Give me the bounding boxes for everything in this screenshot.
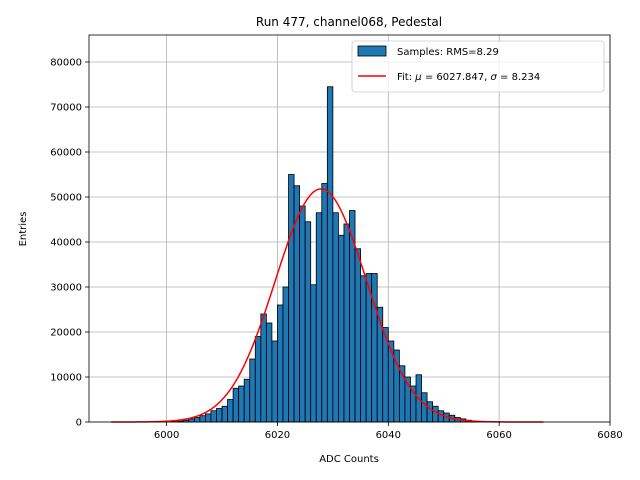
histogram-bars	[171, 86, 478, 423]
histogram-bar	[232, 387, 240, 423]
histogram-bar	[271, 340, 278, 423]
histogram-bar	[332, 212, 339, 423]
histogram-bar	[282, 286, 289, 423]
histogram-bar	[204, 413, 212, 423]
y-tick-label: 20000	[50, 328, 82, 339]
histogram-bar	[216, 408, 223, 423]
histogram-bar	[265, 322, 273, 423]
histogram-bar	[393, 349, 400, 423]
legend-fit-label: Fit: μ = 6027.847, σ = 8.234	[397, 72, 540, 83]
histogram-bar	[437, 410, 445, 423]
histogram-bar	[193, 417, 201, 423]
histogram-bar	[227, 399, 234, 423]
x-tick-label: 6080	[597, 430, 622, 441]
y-tick-label: 60000	[50, 148, 82, 159]
histogram-bar	[343, 223, 350, 423]
histogram-bar	[188, 418, 195, 423]
histogram-bar	[371, 273, 378, 423]
legend-sigma-symbol: σ	[490, 72, 497, 83]
y-tick-label: 40000	[50, 238, 82, 249]
histogram-bar	[199, 415, 206, 423]
legend-mu-value: 6027.847	[436, 72, 484, 83]
histogram-bar	[326, 86, 334, 423]
y-axis-label: Entries	[18, 212, 29, 247]
histogram-bar	[421, 392, 428, 423]
legend: Samples: RMS=8.29 Fit: μ = 6027.847, σ =…	[351, 40, 605, 93]
histogram-bar	[260, 313, 267, 423]
x-tick-label: 6000	[154, 430, 179, 441]
legend-histogram-swatch	[357, 45, 387, 57]
histogram-bar	[432, 405, 439, 423]
x-tick-label: 6040	[376, 430, 401, 441]
histogram-bar	[288, 174, 295, 423]
legend-mu-symbol: μ	[414, 72, 421, 83]
histogram-bar	[277, 304, 284, 423]
legend-histogram-label: Samples: RMS=8.29	[397, 47, 499, 58]
histogram-bar	[249, 358, 256, 423]
legend-box	[351, 40, 605, 93]
y-tick-label: 30000	[50, 283, 82, 294]
histogram-bar	[315, 212, 323, 423]
y-tick-label: 80000	[50, 58, 82, 69]
x-tick-label: 6060	[486, 430, 511, 441]
y-tick-label: 50000	[50, 193, 82, 204]
histogram-bar	[426, 401, 434, 423]
histogram-bar	[293, 185, 301, 423]
histogram-bar	[354, 248, 361, 423]
histogram-bar	[254, 336, 262, 423]
x-axis-ticks: 6000 6020 6040 6060 6080	[154, 422, 623, 441]
histogram-bar	[210, 410, 217, 423]
histogram-bar	[238, 385, 245, 423]
histogram-bar	[299, 205, 306, 423]
x-axis-label: ADC Counts	[319, 454, 379, 465]
fit-curve	[111, 188, 544, 423]
histogram-bar	[360, 275, 367, 423]
y-axis-ticks: 0 10000 20000 30000 40000 50000 60000 70000 8000…	[50, 58, 89, 429]
x-tick-label: 6020	[265, 430, 290, 441]
y-tick-label: 10000	[50, 373, 82, 384]
chart-title: Run 477, channel068, Pedestal	[256, 15, 442, 29]
histogram-bar	[338, 234, 345, 423]
histogram-bar	[221, 405, 228, 423]
histogram-bar	[321, 183, 328, 423]
histogram-bar	[243, 378, 251, 423]
legend-sigma-value: 8.234	[512, 72, 541, 83]
y-tick-label: 0	[76, 418, 82, 429]
plot-frame	[88, 34, 611, 423]
y-tick-label: 70000	[50, 103, 82, 114]
histogram-bar	[310, 284, 317, 423]
legend-fit-prefix: Fit:	[397, 72, 415, 83]
histogram-bar	[304, 221, 312, 423]
